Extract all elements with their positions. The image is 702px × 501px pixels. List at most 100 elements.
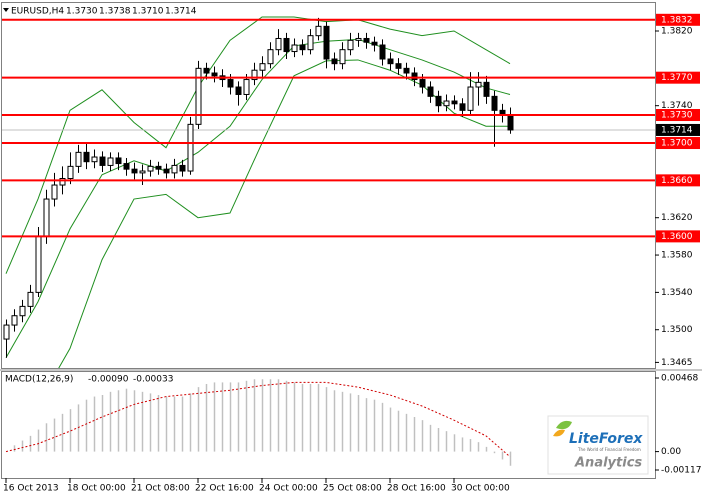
candle-body-down: [363, 37, 370, 43]
bollinger-band: [5, 38, 511, 358]
x-tick-label: 30 Oct 00:00: [451, 484, 510, 494]
candle-body-down: [371, 41, 378, 46]
ohlc-readout: 1.3714: [165, 7, 197, 17]
ohlc-readout: 1.3730: [66, 7, 98, 17]
candle-body-down: [283, 37, 290, 53]
candle-body-up: [91, 156, 98, 163]
y-tick-label: -0.00117: [661, 466, 701, 476]
bollinger-band: [5, 16, 511, 274]
candle-body-down: [451, 100, 458, 105]
candle-body-up: [107, 157, 114, 166]
x-tick-label: 16 Oct 2013: [3, 484, 59, 494]
y-tick-label: 0.00468: [661, 374, 698, 384]
macd-readout: -0.00090: [88, 375, 129, 385]
candle-body-up: [35, 235, 42, 293]
level-label: 1.3832: [661, 15, 693, 25]
candle-body-up: [187, 123, 194, 172]
y-tick-label: 1.3740: [661, 101, 693, 111]
last-price-label: 1.3714: [661, 125, 693, 135]
candle-body-up: [51, 184, 58, 200]
x-tick-label: 21 Oct 08:00: [131, 484, 190, 494]
candle-body-down: [83, 151, 90, 163]
candle-body-down: [115, 157, 122, 165]
candle-body-down: [155, 165, 162, 170]
candle-body-up: [475, 81, 482, 88]
level-label-box: [656, 230, 700, 243]
level-label-box: [656, 137, 700, 150]
candle-body-down: [483, 81, 490, 97]
candle-body-down: [507, 114, 514, 131]
candle-body-down: [203, 67, 210, 74]
macd-panel: [1, 371, 656, 479]
candle-body-up: [19, 305, 26, 317]
candle-body-up: [259, 63, 266, 71]
level-label-box: [656, 174, 700, 187]
candle-body-up: [171, 164, 178, 174]
candle-body-down: [459, 103, 466, 111]
candle-body-up: [291, 44, 298, 53]
candle-body-up: [3, 324, 10, 340]
level-label-box: [656, 109, 700, 122]
macd-readout: -0.00033: [133, 375, 173, 385]
candle-body-down: [331, 58, 338, 65]
candle-body-down: [395, 63, 402, 69]
candle-body-down: [179, 164, 186, 172]
candle-body-down: [299, 44, 306, 51]
chart-title: EURUSD,H4: [11, 7, 64, 17]
level-label-box: [656, 71, 700, 84]
y-tick-label: 1.3540: [661, 288, 693, 298]
level-label: 1.3660: [661, 176, 693, 186]
price-plot: [2, 16, 655, 368]
candle-body-up: [27, 291, 34, 307]
logo-leaf: [556, 420, 572, 430]
candle-body-down: [435, 95, 442, 107]
candle-body-up: [347, 39, 354, 51]
macd-plot: [5, 379, 512, 466]
last-price-box: [656, 123, 700, 136]
signal-line: [5, 381, 511, 458]
level-label: 1.3770: [661, 73, 693, 83]
level-label-box: [656, 13, 700, 26]
candle-body-down: [99, 156, 106, 166]
candle-body-up: [195, 67, 202, 125]
y-tick-label: 1.3500: [661, 325, 693, 335]
candle-body-up: [267, 49, 274, 65]
level-label: 1.3600: [661, 232, 693, 242]
candle-body-up: [43, 198, 50, 237]
candle-body-down: [123, 163, 130, 170]
panel-separator: [0, 369, 702, 371]
candle-body-down: [379, 44, 386, 60]
candle-body-down: [211, 72, 218, 77]
candle-body-down: [427, 86, 434, 97]
candle-body-up: [339, 49, 346, 65]
y-tick-label: 1.3580: [661, 251, 693, 261]
candle-body-down: [491, 95, 498, 111]
x-tick-label: 25 Oct 08:00: [323, 484, 382, 494]
level-label: 1.3700: [661, 139, 693, 149]
candle-body-down: [403, 67, 410, 74]
logo-product: Analytics: [574, 456, 642, 471]
candle-body-up: [307, 35, 314, 51]
x-tick-label: 22 Oct 16:00: [195, 484, 254, 494]
logo-brand: LiteForex: [569, 431, 643, 447]
x-tick-label: 18 Oct 00:00: [67, 484, 126, 494]
candle-body-down: [387, 58, 394, 65]
symbol-icon: [3, 8, 9, 12]
candle-body-up: [355, 37, 362, 41]
y-tick-label: 0.00: [661, 447, 681, 457]
x-tick-label: 28 Oct 16:00: [387, 484, 446, 494]
candle-body-down: [235, 86, 242, 95]
candle-body-up: [75, 151, 82, 167]
ohlc-readout: 1.3738: [99, 7, 131, 17]
logo: LiteForex The World of Financial Freedom…: [547, 415, 649, 475]
ohlc-readout: 1.3710: [132, 7, 164, 17]
candle-body-up: [11, 315, 18, 326]
candle-body-up: [243, 79, 250, 95]
main-panel: [1, 2, 656, 369]
candle-body-down: [163, 168, 170, 174]
logo-leaf: [553, 429, 565, 437]
y-tick-label: 1.3465: [661, 358, 693, 368]
candle-body-up: [251, 69, 258, 81]
candle-body-up: [147, 165, 154, 172]
